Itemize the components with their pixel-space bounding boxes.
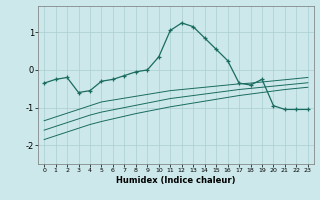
X-axis label: Humidex (Indice chaleur): Humidex (Indice chaleur) bbox=[116, 176, 236, 185]
